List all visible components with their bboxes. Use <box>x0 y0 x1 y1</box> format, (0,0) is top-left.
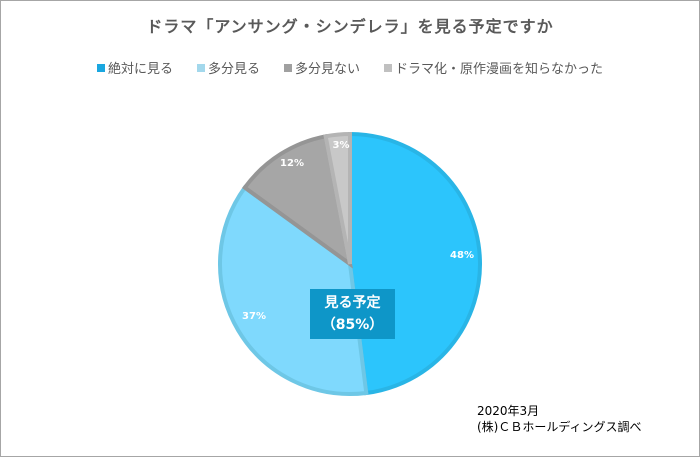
legend: 絶対に見る 多分見る 多分見ない ドラマ化・原作漫画を知らなかった <box>0 58 700 77</box>
pie-slice <box>323 131 352 265</box>
legend-item-probably-not-watch: 多分見ない <box>284 58 360 77</box>
slice-label: 12% <box>280 158 304 169</box>
legend-label: 多分見る <box>207 62 260 77</box>
legend-item-did-not-know: ドラマ化・原作漫画を知らなかった <box>384 58 603 77</box>
callout-line2: （85%） <box>321 317 384 333</box>
watch-plan-callout: 見る予定 （85%） <box>310 289 395 339</box>
legend-swatch <box>196 63 205 72</box>
chart-title: ドラマ「アンサング・シンデレラ」を見る予定ですか <box>146 17 554 36</box>
legend-swatch <box>384 63 393 72</box>
pie-slice <box>348 131 482 396</box>
source-note: 2020年3月 (株)ＣＢホールディングス調べ <box>477 403 642 435</box>
slice-label: 48% <box>450 250 474 261</box>
slice-label: 3% <box>333 140 350 151</box>
source-company: (株)ＣＢホールディングス調べ <box>477 420 642 434</box>
pie-labels: 48% 37% 12% 3% <box>242 140 474 322</box>
legend-label: ドラマ化・原作漫画を知らなかった <box>395 62 604 77</box>
legend-swatch <box>96 63 105 72</box>
source-date: 2020年3月 <box>477 404 540 418</box>
legend-item-probably-watch: 多分見る <box>196 58 260 77</box>
legend-label: 多分見ない <box>295 62 361 77</box>
legend-label: 絶対に見る <box>107 62 173 77</box>
slice-label: 37% <box>242 311 266 322</box>
legend-swatch <box>284 63 292 72</box>
pie-slices <box>218 131 482 396</box>
legend-item-definitely-watch: 絶対に見る <box>96 58 173 77</box>
pie-slice <box>242 133 353 269</box>
callout-line1: 見る予定 <box>324 295 381 311</box>
pie-slice <box>218 184 369 396</box>
